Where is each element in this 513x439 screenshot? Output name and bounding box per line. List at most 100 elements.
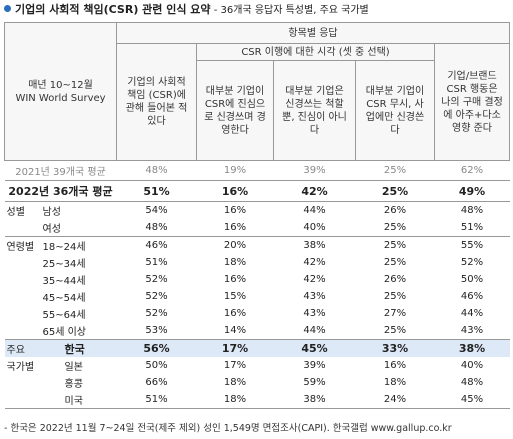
row-label: 45~54세 — [5, 288, 117, 305]
cell: 54% — [145, 205, 168, 216]
group-label: 성별 — [6, 207, 25, 218]
cell: 43% — [303, 291, 326, 302]
row-label: 2021년 39개국 평균 — [4, 160, 117, 181]
header-row-3: 대부분 기업이 CSR에 진심으로 신경쓰며 경영한다 대부분 기업은 신경쓰는… — [5, 60, 510, 161]
header-row-1: 매년 10~12월 WIN World Survey 항목별 응답 — [4, 22, 511, 161]
sub-label: 홍콩 — [64, 379, 83, 390]
footer-note: - 한국은 2022년 11월 7~24일 전국(제주 제외) 성인 1,549… — [4, 423, 452, 434]
cell: 50% — [145, 360, 168, 371]
title-bullet-icon — [4, 5, 11, 12]
cell: 48% — [460, 377, 484, 388]
cell: 25% — [355, 236, 435, 254]
table-row-age-2: 25~34세 51% 18% 42% 25% 52% — [5, 254, 510, 271]
cell: 55% — [434, 236, 510, 254]
cell: 25% — [383, 325, 407, 336]
cell: 42% — [303, 257, 326, 268]
row-label: 연령별 18~24세 — [4, 236, 117, 254]
cell: 52% — [460, 257, 484, 268]
row-label: 성별 남성 — [5, 202, 117, 220]
cell: 39% — [273, 160, 356, 181]
cell: 45% — [273, 339, 356, 357]
row-label: 홍콩 — [5, 374, 117, 391]
cell: 50% — [460, 274, 484, 285]
cell: 51% — [145, 257, 168, 268]
group-label: 주요 — [6, 344, 25, 356]
cell: 18% — [196, 391, 274, 409]
cell: 17% — [223, 360, 247, 371]
cell: 56% — [116, 339, 197, 357]
cell: 18% — [223, 257, 247, 268]
cell: 48% — [460, 205, 484, 216]
table-row-age-3: 35~44세 52% 16% 42% 26% 50% — [5, 271, 510, 288]
cell: 52% — [145, 274, 168, 285]
cell: 46% — [116, 236, 197, 254]
cell: 16% — [196, 180, 274, 202]
row-label: 65세 이상 — [5, 322, 117, 340]
cell: 16% — [383, 360, 407, 371]
table-row-gender-female: 여성 48% 16% 40% 25% 51% — [5, 219, 510, 237]
cell: 52% — [145, 308, 168, 319]
cell: 25% — [355, 180, 435, 202]
cell: 27% — [383, 308, 407, 319]
cell: 16% — [223, 205, 247, 216]
table-row-age-4: 45~54세 52% 15% 43% 25% 46% — [5, 288, 510, 305]
cell: 15% — [223, 291, 247, 302]
table-row-age-1: 연령별 18~24세 46% 20% 38% 25% 55% — [4, 236, 510, 254]
table-row-age-5: 55~64세 52% 16% 43% 27% 44% — [5, 305, 510, 322]
cell: 42% — [273, 180, 356, 202]
header-col5: 기업/브랜드 CSR 행동은 나의 구매 결정에 아주+다소 영향 준다 — [433, 43, 511, 161]
cell: 16% — [223, 274, 247, 285]
sub-label: 남성 — [42, 207, 61, 218]
cell: 44% — [460, 308, 484, 319]
cell: 43% — [460, 325, 484, 336]
cell: 66% — [145, 377, 168, 388]
table-row-country-korea: 주요 한국 56% 17% 45% 33% 38% — [4, 339, 510, 357]
header-col4: 대부분 기업이 CSR 무시, 사업에만 신경쓴다 — [355, 60, 435, 161]
cell: 52% — [145, 291, 168, 302]
cell: 20% — [196, 236, 274, 254]
cell: 18% — [223, 377, 247, 388]
cell: 44% — [303, 205, 326, 216]
cell: 19% — [196, 160, 274, 181]
sub-label: 35~44세 — [42, 276, 86, 287]
cell: 26% — [383, 274, 407, 285]
cell: 51% — [116, 391, 197, 409]
table-row-total: 2022년 36개국 평균 51% 16% 42% 25% 49% — [4, 180, 510, 202]
row-label: 55~64세 — [5, 305, 117, 322]
cell: 51% — [460, 222, 484, 233]
summary-table: 매년 10~12월 WIN World Survey 항목별 응답 기업의 사회… — [4, 22, 511, 409]
cell: 46% — [460, 291, 484, 302]
row-label: 여성 — [5, 219, 117, 237]
sub-label: 일본 — [64, 362, 83, 373]
header-col2: 대부분 기업이 CSR에 진심으로 신경쓰며 경영한다 — [196, 60, 274, 161]
table-row-age-6: 65세 이상 53% 14% 44% 25% 43% — [5, 322, 510, 340]
table-row-country-usa: 미국 51% 18% 38% 24% 45% — [4, 391, 510, 409]
title-text: 기업의 사회적 책임(CSR) 관련 인식 요약 — [15, 3, 211, 16]
corner-line2: WIN World Survey — [15, 92, 106, 104]
row-label: 2022년 36개국 평균 — [4, 180, 117, 202]
page-title: 기업의 사회적 책임(CSR) 관련 인식 요약 - 36개국 응답자 특성별,… — [4, 3, 369, 18]
subtitle-text: - 36개국 응답자 특성별, 주요 국가별 — [210, 5, 369, 16]
cell: 25% — [355, 160, 435, 181]
cell: 14% — [223, 325, 247, 336]
row-label: 35~44세 — [5, 271, 117, 288]
cell: 38% — [273, 236, 356, 254]
group-label: 국가별 — [6, 362, 35, 373]
cell: 53% — [145, 325, 168, 336]
cell: 38% — [434, 339, 510, 357]
cell: 51% — [116, 180, 197, 202]
header-corner: 매년 10~12월 WIN World Survey — [4, 22, 117, 161]
header-sub-group-label: CSR 이행에 대한 시각 (셋 중 선택) — [196, 43, 435, 61]
sub-label: 55~64세 — [42, 310, 86, 321]
sub-label: 18~24세 — [42, 242, 86, 253]
table-row-country-japan: 국가별 일본 50% 17% 39% 16% 40% — [5, 357, 510, 374]
cell: 40% — [303, 222, 326, 233]
table-row-prev-year: 2021년 39개국 평균 48% 19% 39% 25% 62% — [4, 160, 510, 181]
cell: 62% — [434, 160, 510, 181]
cell: 17% — [196, 339, 274, 357]
header-col3: 대부분 기업은 신경쓰는 척할 뿐, 진심이 아니다 — [273, 60, 356, 161]
cell: 25% — [383, 222, 407, 233]
sub-label: 여성 — [42, 224, 61, 235]
cell: 43% — [303, 308, 326, 319]
cell: 25% — [383, 291, 407, 302]
